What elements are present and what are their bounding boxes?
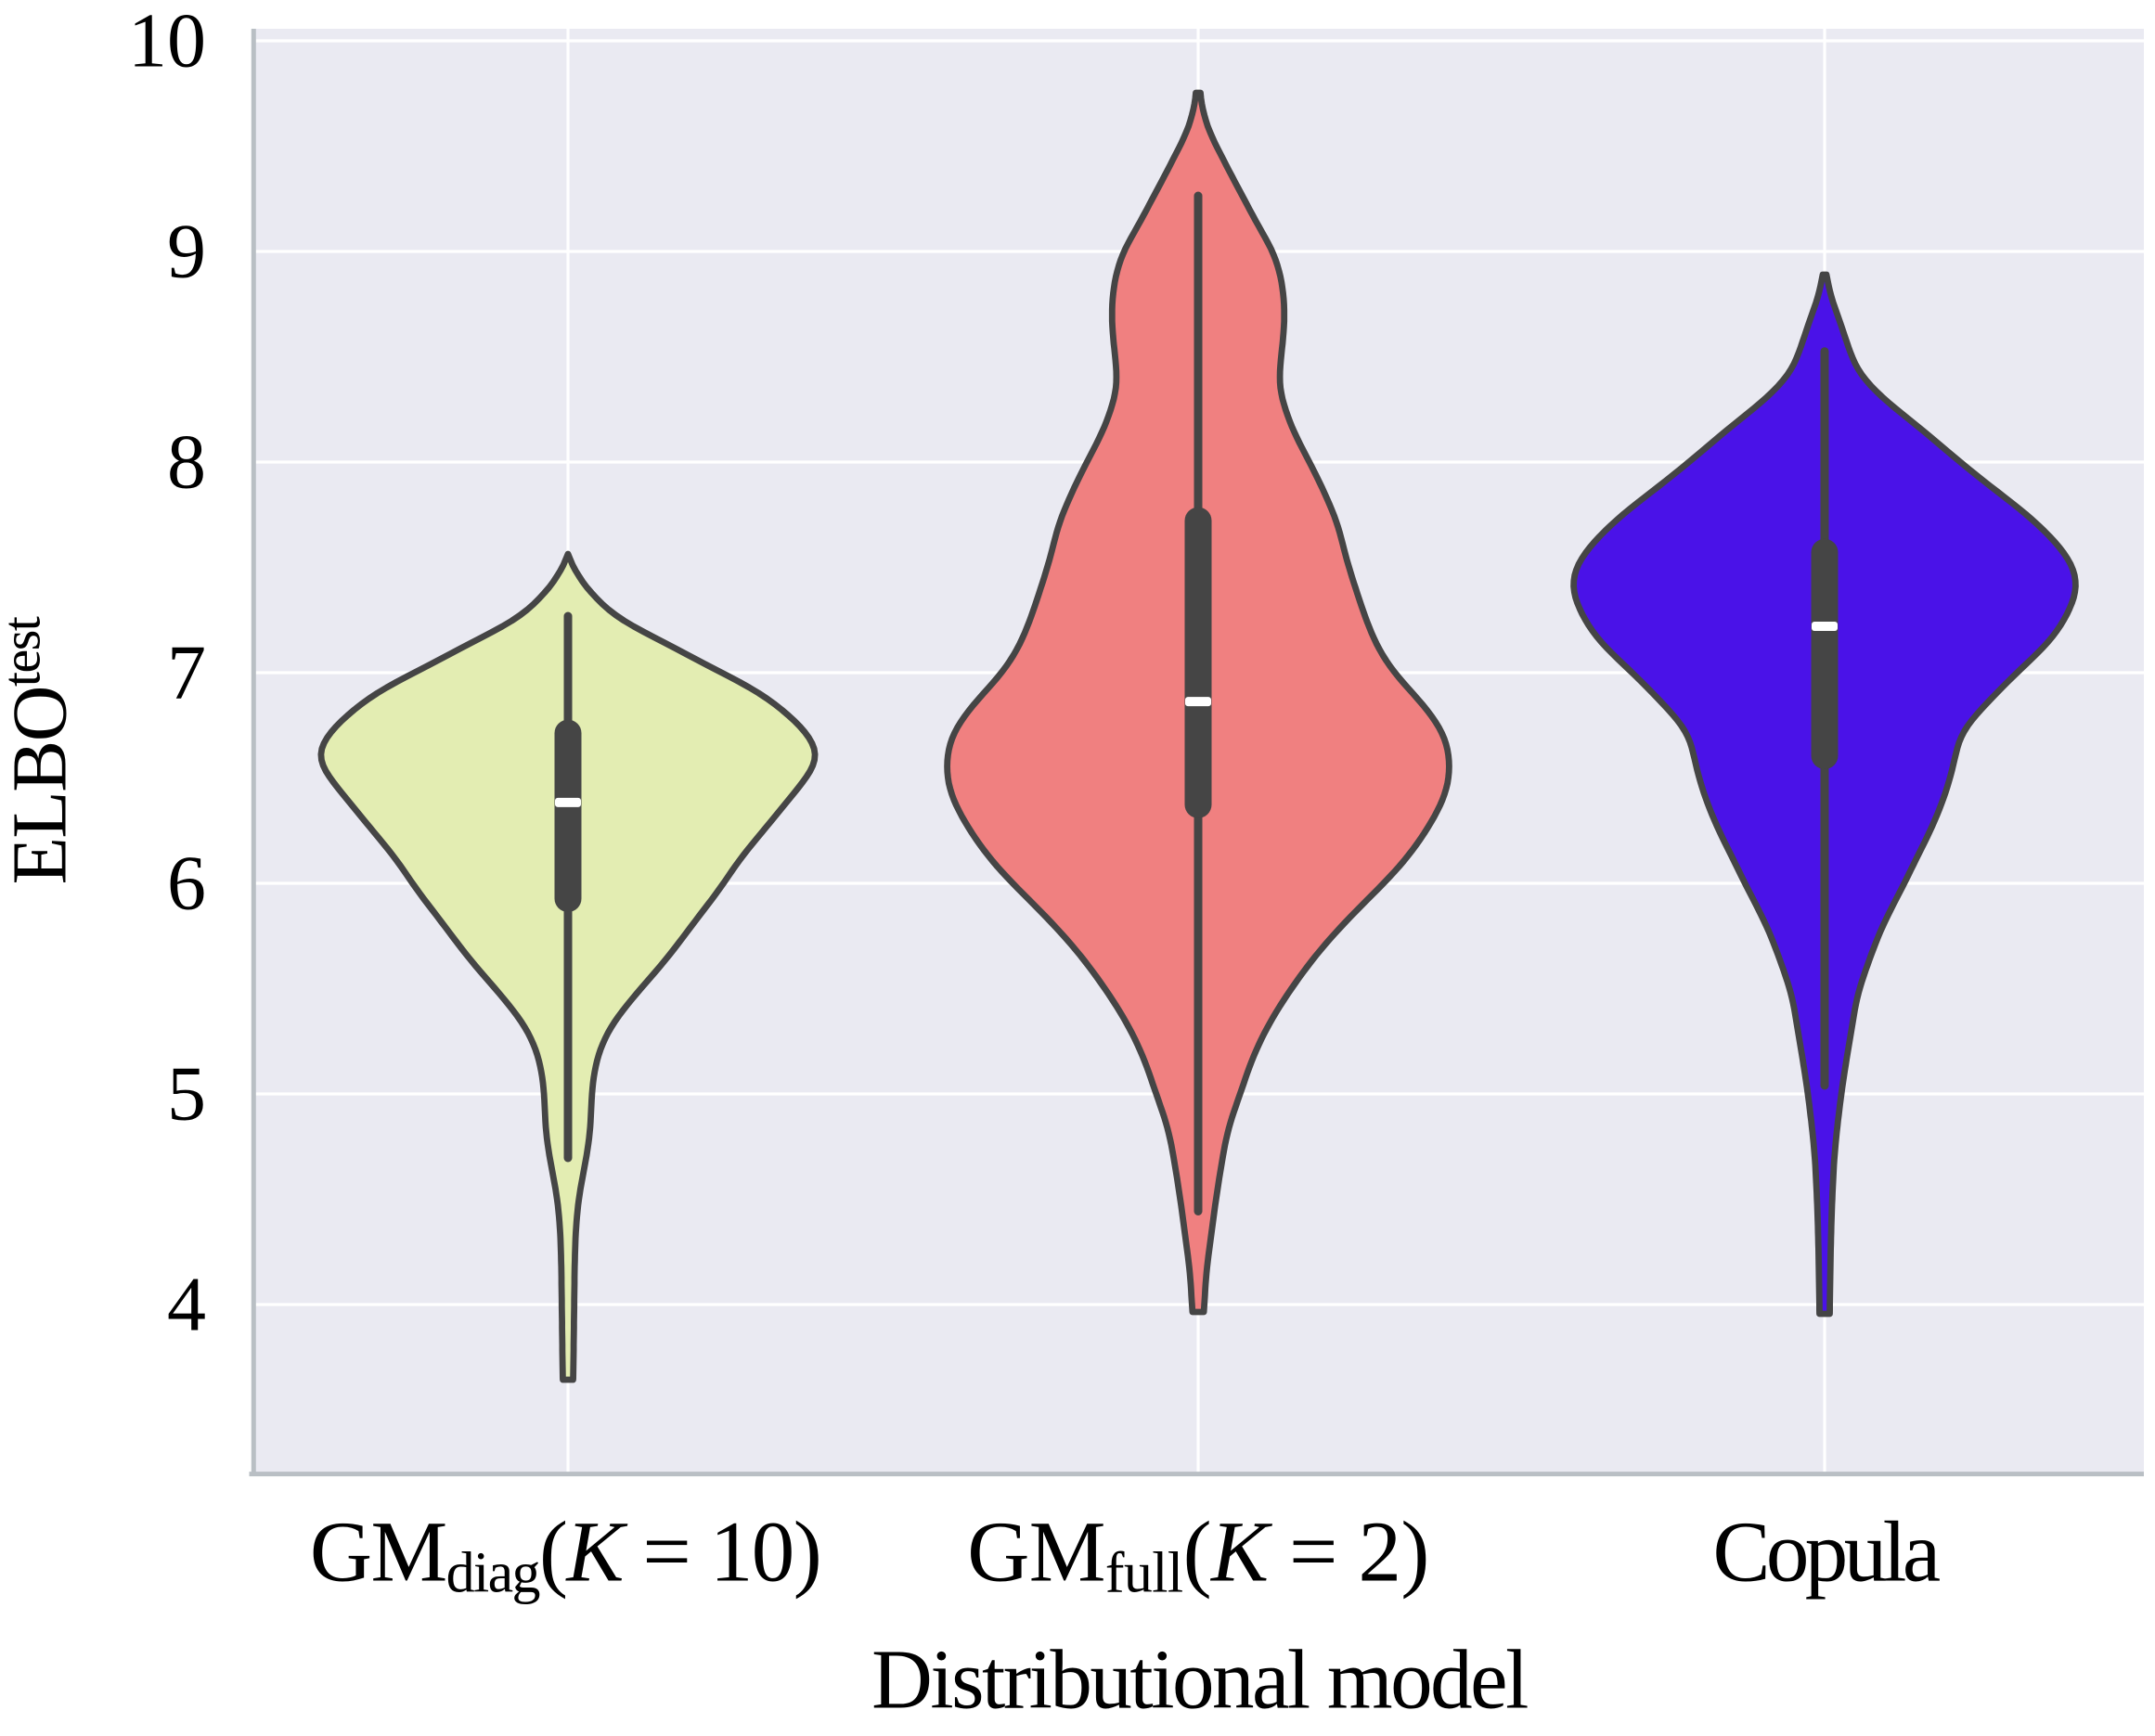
- svg-text:Distributional model: Distributional model: [871, 1633, 1528, 1727]
- svg-text:7: 7: [167, 630, 206, 716]
- svg-text:5: 5: [167, 1051, 206, 1138]
- svg-text:10: 10: [128, 0, 206, 84]
- svg-text:8: 8: [167, 419, 206, 506]
- svg-text:6: 6: [167, 841, 206, 927]
- svg-text:Copula: Copula: [1712, 1505, 1939, 1601]
- svg-text:9: 9: [167, 209, 206, 295]
- svg-text:4: 4: [167, 1262, 206, 1348]
- svg-text:GMdiag(K = 10): GMdiag(K = 10): [310, 1505, 820, 1605]
- svg-text:GMfull(K = 2): GMfull(K = 2): [967, 1505, 1429, 1605]
